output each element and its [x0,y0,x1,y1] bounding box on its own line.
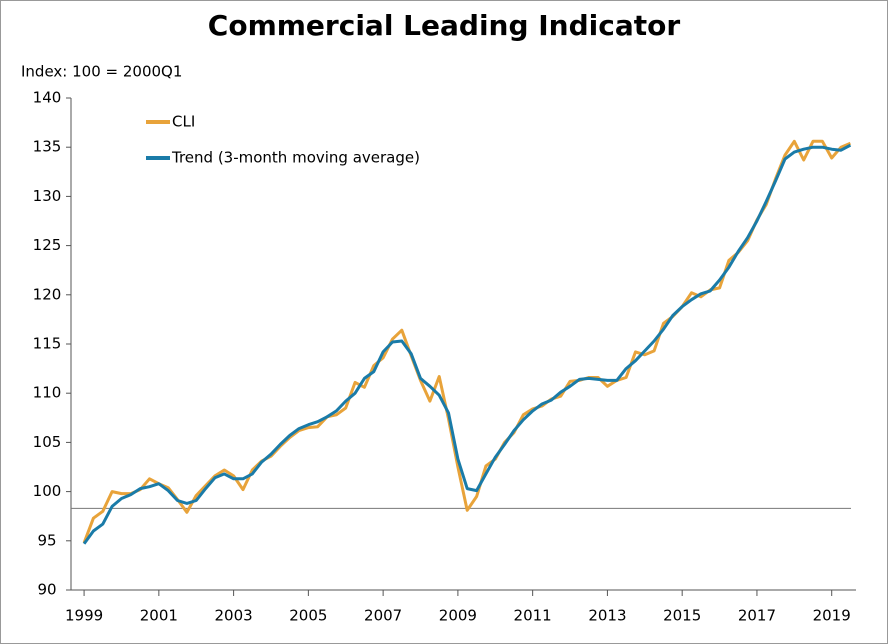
x-tick-label: 2013 [588,607,626,625]
y-tick-label: 135 [33,138,62,156]
y-tick-label: 100 [33,482,62,500]
line-series [82,139,851,544]
legend-label: Trend (3-month moving average) [171,149,420,167]
y-tick-label: 90 [37,581,56,599]
line-series [82,143,852,545]
x-tick-label: 2003 [215,607,253,625]
y-tick-label: 105 [33,433,62,451]
y-tick-label: 125 [33,236,62,254]
x-tick-label: 2019 [813,607,851,625]
x-tick-label: 2015 [663,607,701,625]
y-tick-label: 115 [33,335,62,353]
y-tick-label: 130 [33,187,62,205]
y-tick-label: 140 [33,89,62,107]
x-tick-label: 2011 [514,607,552,625]
y-tick-label: 110 [33,384,62,402]
legend-label: CLI [172,113,195,131]
chart-title: Commercial Leading Indicator [208,9,681,42]
x-tick-label: 2005 [289,607,327,625]
x-tick-label: 1999 [65,607,103,625]
y-tick-label: 95 [37,531,56,549]
y-tick-label: 120 [33,285,62,303]
y-axis-label: Index: 100 = 2000Q1 [21,63,182,81]
x-tick-label: 2017 [738,607,776,625]
x-tick-label: 2009 [439,607,477,625]
x-tick-label: 2001 [140,607,178,625]
x-tick-label: 2007 [364,607,402,625]
